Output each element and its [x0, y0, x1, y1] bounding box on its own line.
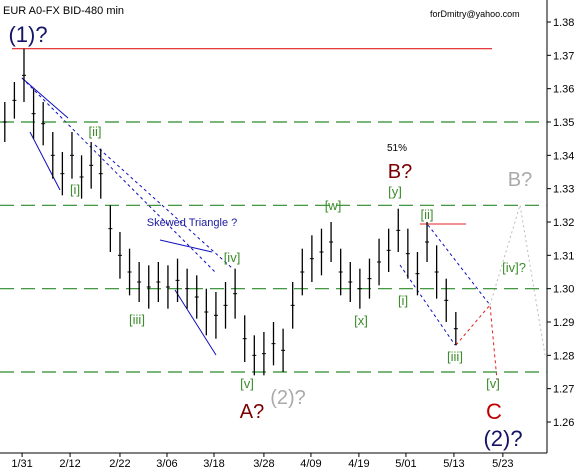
wave-label: (2)?: [483, 426, 522, 451]
wave-label: [w]: [325, 198, 342, 213]
wave-label: B?: [388, 161, 412, 183]
y-tick-label: 1.38: [553, 17, 574, 29]
x-tick-label: 5/23: [492, 458, 513, 469]
wave-label: [iii]: [447, 349, 463, 364]
y-tick-label: 1.33: [553, 184, 574, 196]
wave-label: [v]: [486, 376, 500, 391]
trend-lines: [21, 77, 546, 381]
y-tick-label: 1.36: [553, 84, 574, 96]
y-tick-label: 1.30: [553, 284, 574, 296]
wave-label: [iii]: [129, 312, 145, 327]
wave-label: [i]: [398, 293, 408, 308]
wave-label: A?: [240, 401, 264, 423]
x-tick-label: 4/19: [348, 458, 369, 469]
x-tick-label: 5/01: [395, 458, 416, 469]
x-tick-label: 1/31: [11, 458, 32, 469]
wave-label: (1)?: [8, 22, 47, 47]
y-tick-label: 1.29: [553, 317, 574, 329]
wave-label: [iv]: [224, 250, 241, 265]
wave-label: [iv]?: [502, 260, 526, 275]
wave-label: 51%: [387, 143, 407, 154]
y-tick-label: 1.37: [553, 50, 574, 62]
wave-label: [v]: [240, 376, 254, 391]
wave-label: (2)?: [270, 387, 306, 409]
wave-label: [i]: [70, 182, 80, 197]
x-tick-label: 2/22: [109, 458, 130, 469]
x-tick-label: 3/06: [156, 458, 177, 469]
wave-label: [ii]: [89, 124, 102, 139]
wave-label: [y]: [388, 184, 402, 199]
chart-subtitle: forDmitry@yahoo.com: [430, 9, 520, 19]
chart-title: EUR A0-FX BID-480 min: [3, 5, 124, 17]
y-tick-label: 1.28: [553, 350, 574, 362]
wave-label: [x]: [354, 313, 368, 328]
x-tick-label: 2/12: [59, 458, 80, 469]
wave-label: [ii]: [421, 207, 434, 222]
y-tick-label: 1.26: [553, 417, 574, 429]
x-tick-label: 4/09: [300, 458, 321, 469]
wave-label: B?: [508, 169, 532, 191]
x-tick-label: 3/28: [253, 458, 274, 469]
wave-label: C: [486, 399, 502, 424]
y-tick-label: 1.32: [553, 217, 574, 229]
y-tick-label: 1.34: [553, 150, 574, 162]
x-tick-label: 3/18: [203, 458, 224, 469]
y-tick-label: 1.35: [553, 117, 574, 129]
y-tick-label: 1.31: [553, 250, 574, 262]
wave-label: Skewed Triangle ?: [147, 217, 238, 229]
y-tick-label: 1.27: [553, 384, 574, 396]
x-tick-label: 5/13: [443, 458, 464, 469]
